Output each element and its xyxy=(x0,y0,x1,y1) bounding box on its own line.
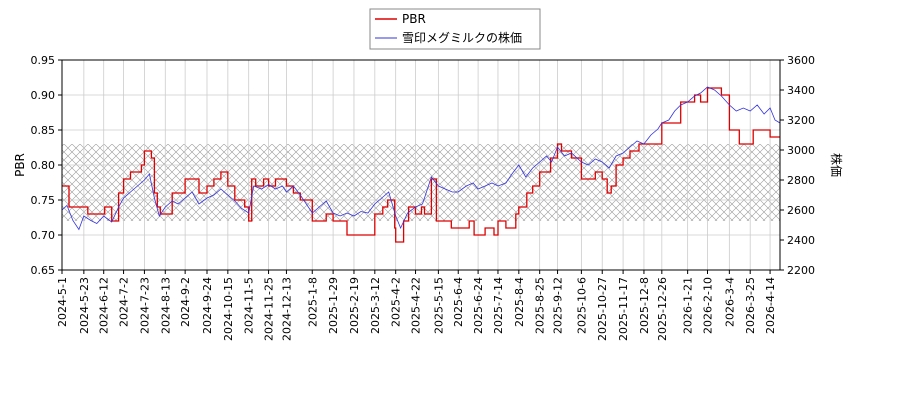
x-tick-label: 2024-8-13 xyxy=(159,277,172,334)
right-tick-label: 2600 xyxy=(787,204,815,217)
x-tick-label: 2024-12-13 xyxy=(280,277,293,341)
x-tick-label: 2025-8-4 xyxy=(513,277,526,327)
x-tick-label: 2025-4-22 xyxy=(410,277,423,334)
x-tick-label: 2025-2-19 xyxy=(348,277,361,334)
x-tick-label: 2025-1-29 xyxy=(327,277,340,334)
x-axis: 2024-5-1 2024-5-23 2024-6-12 2024-7-2 2024-7… xyxy=(56,270,777,341)
right-tick-label: 3400 xyxy=(787,84,815,97)
legend-box xyxy=(369,8,541,50)
series-layer xyxy=(62,86,780,243)
y-axis-left-label: PBR xyxy=(13,153,27,177)
left-tick-label: 0.85 xyxy=(31,124,56,137)
x-tick-label: 2025-12-26 xyxy=(656,277,669,341)
right-axis: 2200 2400 2600 2800 3000 3200 3400 3600 xyxy=(780,54,815,277)
x-tick-label: 2026-4-14 xyxy=(764,277,777,334)
x-tick-label: 2026-3-4 xyxy=(723,277,736,327)
x-tick-label: 2024-10-15 xyxy=(222,277,235,341)
right-tick-label: 2200 xyxy=(787,264,815,277)
left-tick-label: 0.90 xyxy=(31,89,56,102)
x-tick-label: 2026-1-21 xyxy=(682,277,695,334)
x-tick-label: 2024-6-12 xyxy=(98,277,111,334)
x-tick-label: 2025-10-27 xyxy=(596,277,609,341)
left-axis: 0.65 0.70 0.75 0.80 0.85 0.90 0.95 xyxy=(31,54,62,277)
x-tick-label: 2025-10-6 xyxy=(575,277,588,334)
x-tick-label: 2024-11-25 xyxy=(263,277,276,341)
x-tick-label: 2025-4-2 xyxy=(390,277,403,327)
x-tick-label: 2025-6-24 xyxy=(472,277,485,334)
left-tick-label: 0.70 xyxy=(31,229,56,242)
legend: PBR 雪印メグミルクの株価 xyxy=(369,8,541,50)
left-tick-label: 0.75 xyxy=(31,194,56,207)
x-tick-label: 2024-7-23 xyxy=(138,277,151,334)
x-tick-label: 2025-8-25 xyxy=(534,277,547,334)
x-tick-label: 2024-5-23 xyxy=(78,277,91,334)
left-tick-label: 0.65 xyxy=(31,264,56,277)
x-tick-label: 2025-12-8 xyxy=(638,277,651,334)
x-tick-label: 2024-9-2 xyxy=(179,277,192,327)
x-tick-label: 2025-6-4 xyxy=(452,277,465,327)
legend-label-price: 雪印メグミルクの株価 xyxy=(402,30,522,45)
x-tick-label: 2026-3-25 xyxy=(744,277,757,334)
x-tick-label: 2024-9-24 xyxy=(201,277,214,334)
x-tick-label: 2025-11-17 xyxy=(617,277,630,341)
right-tick-label: 2400 xyxy=(787,234,815,247)
series-line-stock-price xyxy=(62,86,780,231)
x-tick-label: 2024-5-1 xyxy=(56,277,69,327)
x-tick-label: 2025-3-12 xyxy=(369,277,382,334)
x-tick-label: 2025-5-15 xyxy=(432,277,445,334)
x-tick-label: 2025-1-8 xyxy=(306,277,319,327)
right-tick-label: 3600 xyxy=(787,54,815,67)
x-tick-label: 2026-2-10 xyxy=(702,277,715,334)
y-axis-right-label: 株価 xyxy=(829,153,844,177)
x-tick-label: 2025-9-12 xyxy=(552,277,565,334)
legend-label-pbr: PBR xyxy=(402,12,426,26)
right-tick-label: 3200 xyxy=(787,114,815,127)
right-tick-label: 3000 xyxy=(787,144,815,157)
left-tick-label: 0.80 xyxy=(31,159,56,172)
x-tick-label: 2024-7-2 xyxy=(118,277,131,327)
x-tick-label: 2025-7-14 xyxy=(492,277,505,334)
left-tick-label: 0.95 xyxy=(31,54,56,67)
x-tick-label: 2024-11-5 xyxy=(243,277,256,334)
right-tick-label: 2800 xyxy=(787,174,815,187)
